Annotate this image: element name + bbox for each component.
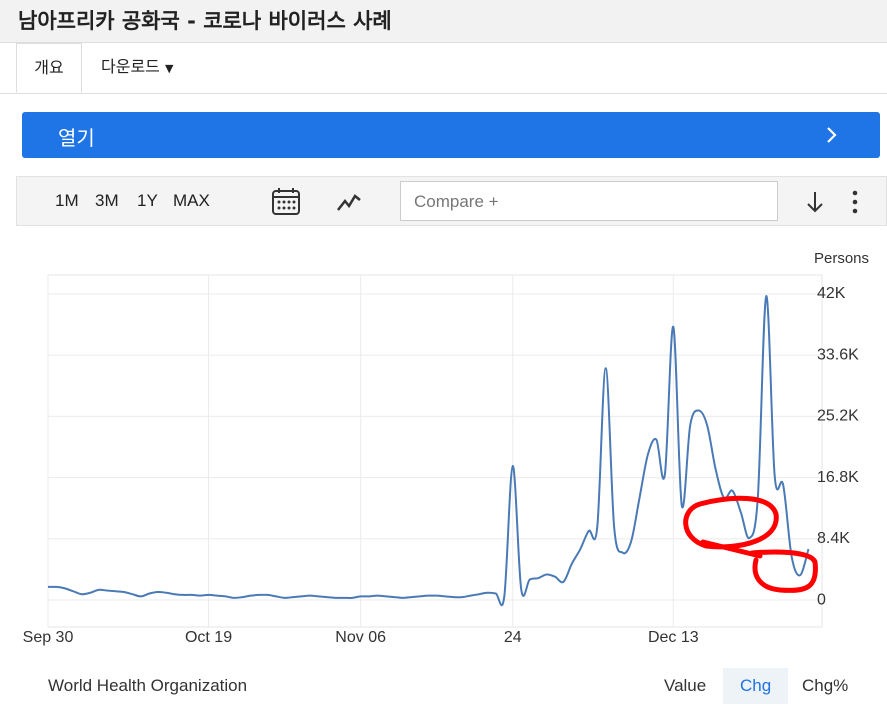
tab-label: 다운로드 [101, 57, 160, 76]
range-button[interactable]: 3M [95, 191, 119, 210]
header: 남아프리카 공화국 - 코로나 바이러스 사례 [0, 0, 887, 43]
mode-button[interactable]: Value [664, 676, 707, 695]
range-button[interactable]: 1M [55, 191, 79, 210]
compare-input[interactable]: Compare + [400, 181, 778, 221]
source: World Health Organization [48, 676, 248, 695]
mode-button[interactable]: Chg% [802, 676, 849, 695]
page-title: 남아프리카 공화국 - 코로나 바이러스 사례 [18, 9, 392, 33]
menu-icon[interactable] [849, 189, 861, 215]
y-tick-label: 42K [817, 285, 846, 302]
x-tick-label: 24 [504, 629, 522, 646]
annotation-scribble [683, 495, 779, 559]
chevron-icon [827, 127, 837, 143]
tab[interactable]: 다운로드 ▼ [101, 57, 174, 76]
tab[interactable]: 개요 [16, 43, 82, 93]
button-label: 열기 [58, 126, 95, 150]
range-button[interactable]: 1Y [137, 191, 158, 210]
x-tick-label: Sep 30 [23, 629, 74, 646]
mode-button[interactable]: Chg [723, 668, 789, 704]
chart: Persons 0 8.4K 16.8K 25.2K 33.6K 42K Sep 30 Oct… [23, 250, 869, 646]
toolbar: 1M 3M 1Y MAX Compare + [16, 176, 887, 226]
x-tick-label: Dec 13 [648, 629, 699, 646]
y-tick-label: 25.2K [817, 408, 859, 425]
x-tick-label: Nov 06 [335, 629, 386, 646]
tab-bar: 개요 다운로드 ▼ [0, 43, 887, 94]
y-tick-label: 33.6K [817, 346, 859, 363]
download-icon[interactable] [805, 190, 825, 214]
data-line [47, 295, 810, 606]
plot-frame [47, 274, 823, 628]
annotation-scribble [749, 549, 818, 593]
calendar-icon[interactable] [271, 186, 301, 216]
y-tick-label: 8.4K [817, 530, 850, 547]
open-button[interactable]: 열기 [22, 112, 880, 158]
x-tick-label: Oct 19 [185, 629, 232, 646]
y-axis-label: Persons [814, 250, 869, 267]
y-tick-label: 0 [817, 591, 826, 608]
y-tick-label: 16.8K [817, 469, 859, 486]
range-button[interactable]: MAX [173, 191, 210, 210]
chart-type-icon[interactable] [335, 188, 363, 216]
